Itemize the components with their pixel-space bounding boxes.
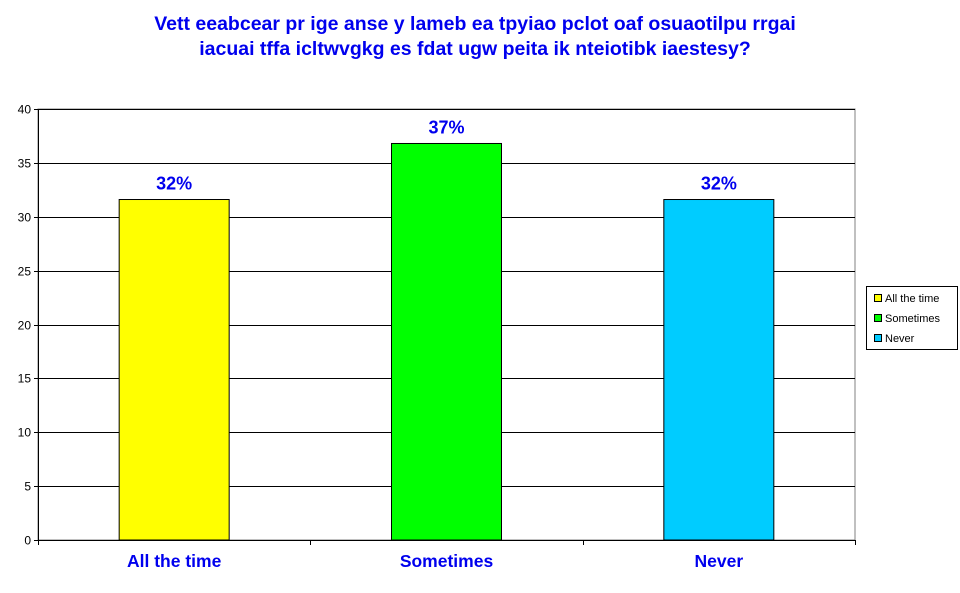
bar-never[interactable] bbox=[663, 199, 775, 541]
bars bbox=[118, 142, 775, 541]
legend: All the time Sometimes Never bbox=[866, 286, 958, 350]
y-tick-label: 5 bbox=[24, 480, 31, 494]
chart-title-line-1: Vett eeabcear pr ige anse y lameb ea tpy… bbox=[154, 13, 796, 35]
y-tick-label: 20 bbox=[18, 319, 32, 333]
y-tick-label: 35 bbox=[18, 157, 32, 171]
y-tick-label: 15 bbox=[18, 372, 32, 386]
x-category-label: Never bbox=[695, 551, 744, 571]
y-tick-label: 30 bbox=[18, 211, 32, 225]
chart-title: Vett eeabcear pr ige anse y lameb ea tpy… bbox=[0, 12, 950, 62]
legend-label: Never bbox=[885, 333, 915, 345]
legend-label: All the time bbox=[885, 293, 939, 305]
legend-swatch bbox=[874, 334, 882, 342]
labels: 32% All the time 37% Sometimes 32% Never bbox=[127, 117, 743, 571]
data-label: 37% bbox=[428, 117, 464, 137]
x-category-label: All the time bbox=[127, 551, 222, 571]
legend-label: Sometimes bbox=[885, 313, 941, 325]
data-label: 32% bbox=[701, 174, 737, 194]
chart-title-line-2: iacuai tffa icltwvgkg es fdat ugw peita … bbox=[199, 38, 751, 60]
bar-sometimes[interactable] bbox=[391, 142, 502, 541]
x-category-label: Sometimes bbox=[400, 551, 494, 571]
legend-swatch bbox=[874, 294, 882, 302]
axes: 0 5 10 15 20 25 30 35 40 bbox=[18, 103, 856, 548]
bar-all-the-time[interactable] bbox=[118, 199, 230, 541]
y-tick-label: 25 bbox=[18, 265, 32, 279]
y-tick-label: 40 bbox=[18, 103, 32, 117]
y-tick-label: 10 bbox=[18, 426, 32, 440]
legend-swatch bbox=[874, 314, 882, 322]
y-tick-label: 0 bbox=[24, 534, 31, 548]
data-label: 32% bbox=[156, 174, 192, 194]
